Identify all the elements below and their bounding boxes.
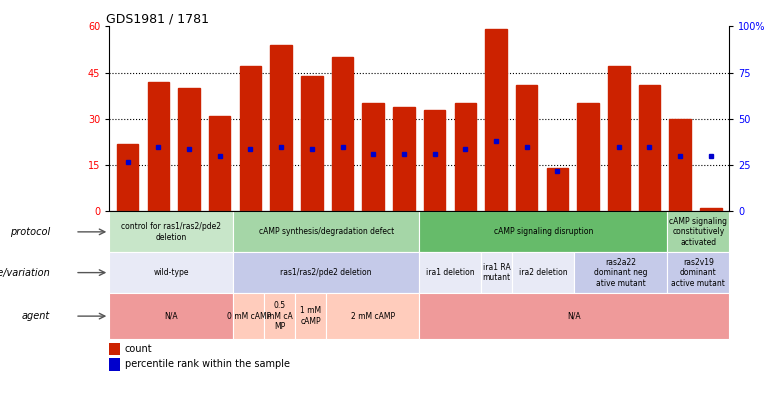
Text: ras2a22
dominant neg
ative mutant: ras2a22 dominant neg ative mutant — [594, 258, 647, 288]
Text: 2 mM cAMP: 2 mM cAMP — [351, 311, 395, 321]
Bar — [301, 76, 323, 211]
Bar — [577, 104, 599, 211]
Text: percentile rank within the sample: percentile rank within the sample — [125, 359, 289, 369]
Bar — [239, 66, 261, 211]
Bar — [516, 85, 537, 211]
Text: wild-type: wild-type — [154, 268, 189, 277]
Text: N/A: N/A — [568, 311, 581, 321]
Bar — [233, 252, 420, 293]
Bar — [420, 293, 729, 339]
Text: genotype/variation: genotype/variation — [0, 268, 50, 277]
Text: cAMP signaling disruption: cAMP signaling disruption — [494, 227, 593, 237]
Bar — [608, 66, 629, 211]
Text: N/A: N/A — [165, 311, 178, 321]
Bar — [547, 168, 568, 211]
Text: protocol: protocol — [10, 227, 50, 237]
Bar — [117, 144, 138, 211]
Text: count: count — [125, 343, 152, 354]
Bar — [420, 252, 481, 293]
Bar — [295, 293, 326, 339]
Bar — [233, 211, 420, 252]
Bar — [147, 82, 169, 211]
Bar — [420, 211, 667, 252]
Text: cAMP signaling
constitutively
activated: cAMP signaling constitutively activated — [669, 217, 727, 247]
Bar — [179, 88, 200, 211]
Text: ras1/ras2/pde2 deletion: ras1/ras2/pde2 deletion — [281, 268, 372, 277]
Bar — [109, 358, 120, 371]
Bar — [233, 293, 264, 339]
Bar — [574, 252, 668, 293]
Text: ira1 RA
mutant: ira1 RA mutant — [483, 263, 511, 282]
Text: 0.5
mM cA
MP: 0.5 mM cA MP — [267, 301, 292, 331]
Bar — [424, 110, 445, 211]
Text: 0 mM cAMP: 0 mM cAMP — [227, 311, 271, 321]
Bar — [109, 293, 233, 339]
Bar — [481, 252, 512, 293]
Bar — [639, 85, 660, 211]
Text: ras2v19
dominant
active mutant: ras2v19 dominant active mutant — [672, 258, 725, 288]
Bar — [332, 57, 353, 211]
Bar — [264, 293, 295, 339]
Bar — [393, 107, 415, 211]
Bar — [669, 119, 691, 211]
Text: 1 mM
cAMP: 1 mM cAMP — [300, 307, 321, 326]
Bar — [209, 116, 230, 211]
Bar — [485, 30, 507, 211]
Bar — [271, 45, 292, 211]
Text: GDS1981 / 1781: GDS1981 / 1781 — [106, 12, 209, 25]
Text: ira1 deletion: ira1 deletion — [426, 268, 474, 277]
Bar — [109, 343, 120, 355]
Bar — [326, 293, 420, 339]
Bar — [668, 211, 729, 252]
Bar — [512, 252, 574, 293]
Bar — [668, 252, 729, 293]
Text: control for ras1/ras2/pde2
deletion: control for ras1/ras2/pde2 deletion — [121, 222, 222, 241]
Bar — [700, 209, 722, 211]
Bar — [363, 104, 384, 211]
Text: agent: agent — [22, 311, 50, 321]
Bar — [109, 252, 233, 293]
Text: cAMP synthesis/degradation defect: cAMP synthesis/degradation defect — [259, 227, 394, 237]
Bar — [455, 104, 476, 211]
Text: ira2 deletion: ira2 deletion — [519, 268, 568, 277]
Bar — [109, 211, 233, 252]
